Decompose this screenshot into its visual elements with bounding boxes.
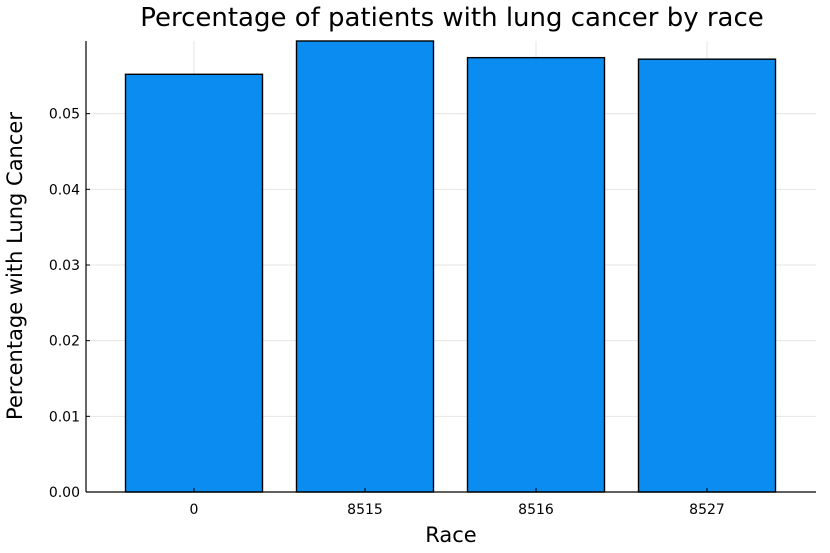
x-tick-label: 0 (190, 502, 199, 518)
bar-8515 (295, 40, 435, 493)
x-ticks: 0 8515 8516 8527 (190, 488, 725, 518)
y-ticks: 0.00 0.01 0.02 0.03 0.04 0.05 (49, 107, 90, 501)
x-tick-label: 8527 (689, 502, 725, 518)
bar-8527 (637, 58, 777, 493)
bars (124, 40, 777, 493)
y-tick-label: 0.00 (49, 485, 80, 501)
x-tick-label: 8515 (347, 502, 383, 518)
y-tick-label: 0.03 (49, 258, 80, 274)
y-axis-label: Percentage with Lung Cancer (3, 112, 27, 420)
y-tick-label: 0.05 (49, 107, 80, 123)
bar-0 (124, 73, 264, 493)
x-tick-label: 8516 (518, 502, 554, 518)
y-tick-label: 0.02 (49, 334, 80, 350)
chart-title: Percentage of patients with lung cancer … (140, 3, 764, 33)
x-axis-label: Race (425, 523, 476, 547)
y-tick-label: 0.01 (49, 409, 80, 425)
y-tick-label: 0.04 (49, 182, 80, 198)
bar-8516 (466, 56, 606, 493)
